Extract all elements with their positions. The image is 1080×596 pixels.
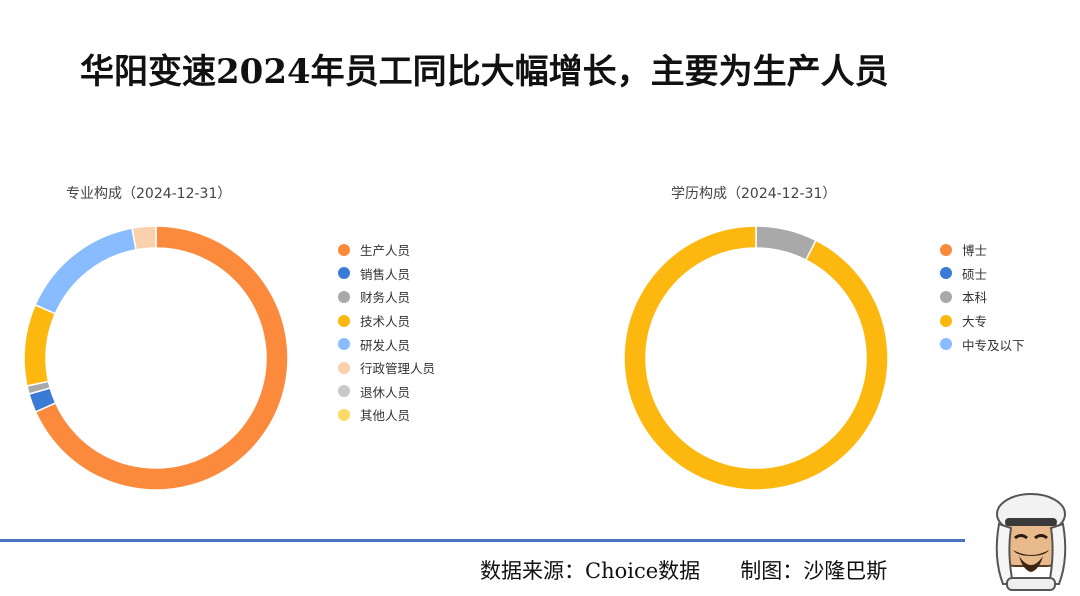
- legend-item[interactable]: 生产人员: [338, 238, 435, 262]
- donut-slice-技术人员: [23, 303, 57, 387]
- legend-label: 行政管理人员: [360, 361, 436, 377]
- legend-swatch: [940, 338, 952, 351]
- mascot-logo: [995, 493, 1067, 591]
- legend-item[interactable]: 中专及以下: [940, 332, 1025, 356]
- legend-label: 财务人员: [360, 290, 411, 306]
- legend-swatch: [338, 385, 350, 398]
- chart-legend: 生产人员销售人员财务人员技术人员研发人员行政管理人员 退休人员其他人员: [338, 238, 435, 427]
- legend-label: 生产人员: [360, 243, 411, 259]
- legend-swatch: [940, 243, 952, 256]
- legend-swatch: [338, 338, 350, 351]
- legend-label: 硕士: [962, 266, 988, 282]
- footer-divider: [0, 539, 965, 542]
- data-source-text: 数据来源：Choice数据: [480, 559, 701, 583]
- legend-item[interactable]: 财务人员: [338, 285, 435, 309]
- donut-slice-研发人员: [34, 227, 137, 315]
- legend-label: 退休人员: [360, 384, 411, 400]
- donut-slice-本科: [755, 225, 817, 261]
- donut-slice-大专: [623, 225, 889, 491]
- legend-item[interactable]: 硕士: [940, 262, 1025, 286]
- legend-item[interactable]: 退休人员: [338, 380, 435, 404]
- legend-item[interactable]: 博士: [940, 238, 1025, 262]
- legend-item[interactable]: 本科: [940, 285, 1025, 309]
- legend-label: 大专: [962, 314, 988, 330]
- donut-slice-行政管理人员: [131, 225, 157, 251]
- donut-slice-生产人员: [34, 225, 289, 491]
- chart-legend: 博士硕士本科大专中专及以下: [940, 238, 1025, 356]
- legend-swatch: [338, 361, 350, 374]
- legend-swatch: [338, 267, 350, 280]
- legend-label: 博士: [962, 243, 988, 259]
- legend-label: 技术人员: [360, 314, 411, 330]
- legend-swatch: [338, 314, 350, 327]
- chart-title: 学历构成（2024-12-31）: [671, 186, 837, 202]
- legend-label: 研发人员: [360, 337, 411, 353]
- legend-label: 其他人员: [360, 408, 411, 424]
- legend-item[interactable]: 技术人员: [338, 309, 435, 333]
- legend-swatch: [940, 267, 952, 280]
- legend-item[interactable]: 研发人员: [338, 332, 435, 356]
- legend-swatch: [338, 243, 350, 256]
- legend-label: 本科: [962, 290, 988, 306]
- author-credit-text: 制图：沙隆巴斯: [740, 559, 888, 583]
- legend-item[interactable]: 行政管理人员: [338, 356, 435, 380]
- legend-swatch: [338, 290, 350, 303]
- donut-chart: [623, 225, 889, 491]
- legend-item[interactable]: 其他人员: [338, 403, 435, 427]
- page-title: 华阳变速2024年员工同比大幅增长，主要为生产人员: [80, 52, 889, 92]
- chart-title: 专业构成（2024-12-31）: [66, 186, 232, 202]
- legend-label: 销售人员: [360, 266, 411, 282]
- legend-label: 中专及以下: [962, 337, 1025, 353]
- legend-item[interactable]: 销售人员: [338, 262, 435, 286]
- legend-swatch: [940, 290, 952, 303]
- legend-swatch: [338, 408, 350, 421]
- legend-swatch: [940, 314, 952, 327]
- footer-source: 数据来源：Choice数据 制图：沙隆巴斯: [480, 555, 887, 585]
- donut-chart: [23, 225, 289, 491]
- legend-item[interactable]: 大专: [940, 309, 1025, 333]
